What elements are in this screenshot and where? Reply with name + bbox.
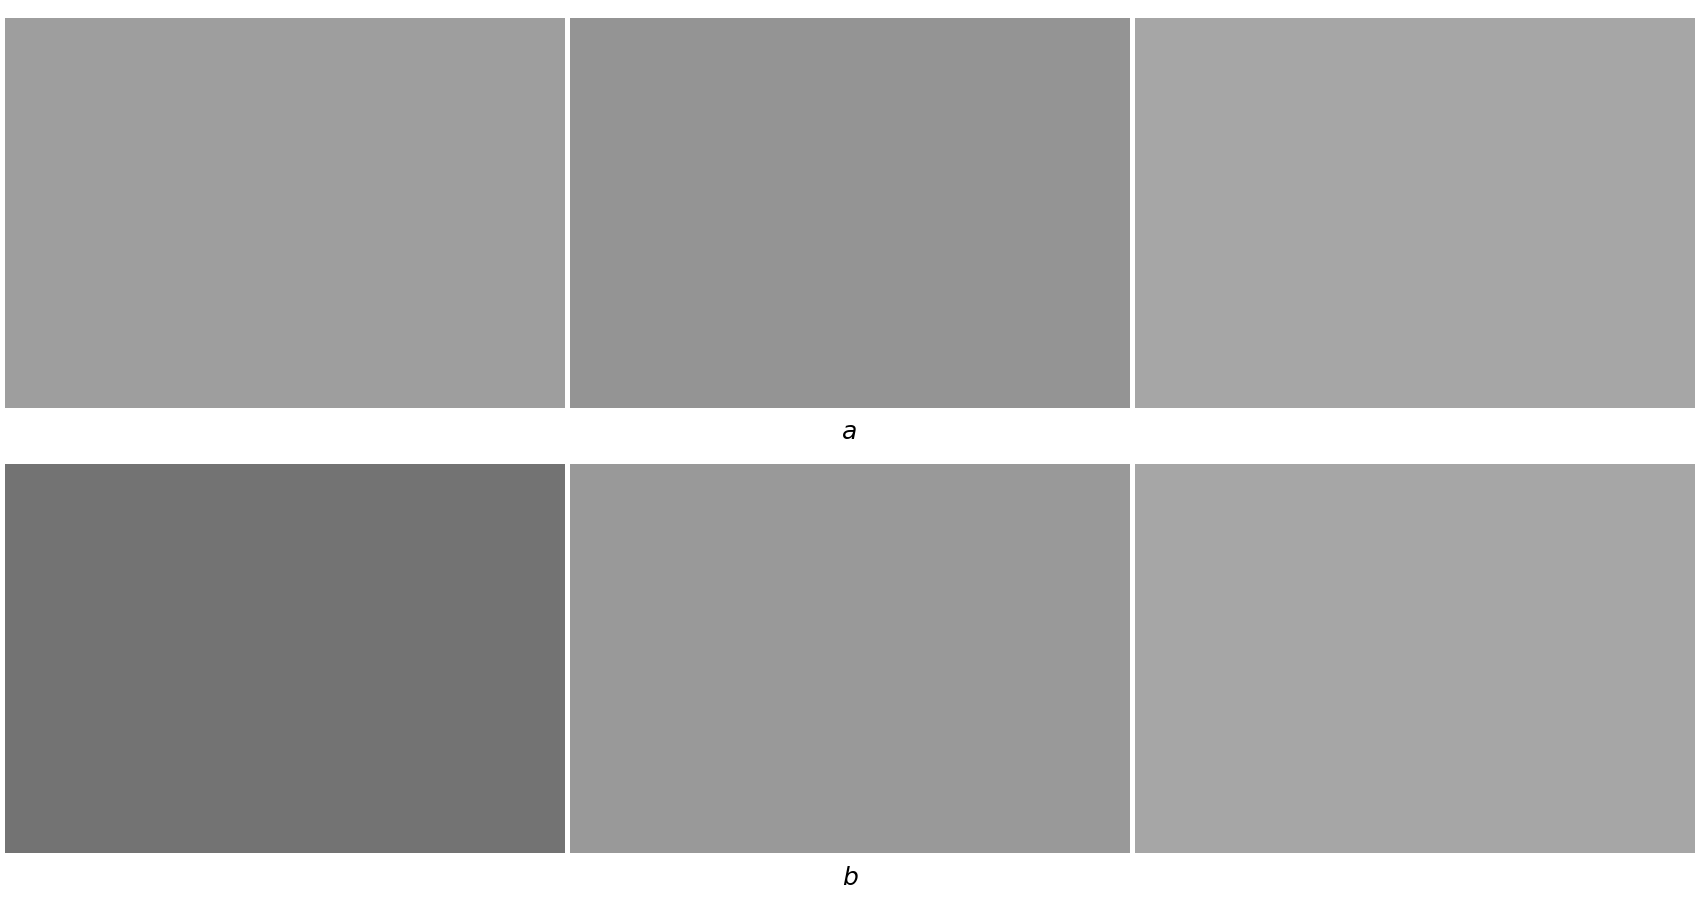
Text: a: a: [842, 420, 858, 444]
Text: b: b: [842, 865, 858, 889]
